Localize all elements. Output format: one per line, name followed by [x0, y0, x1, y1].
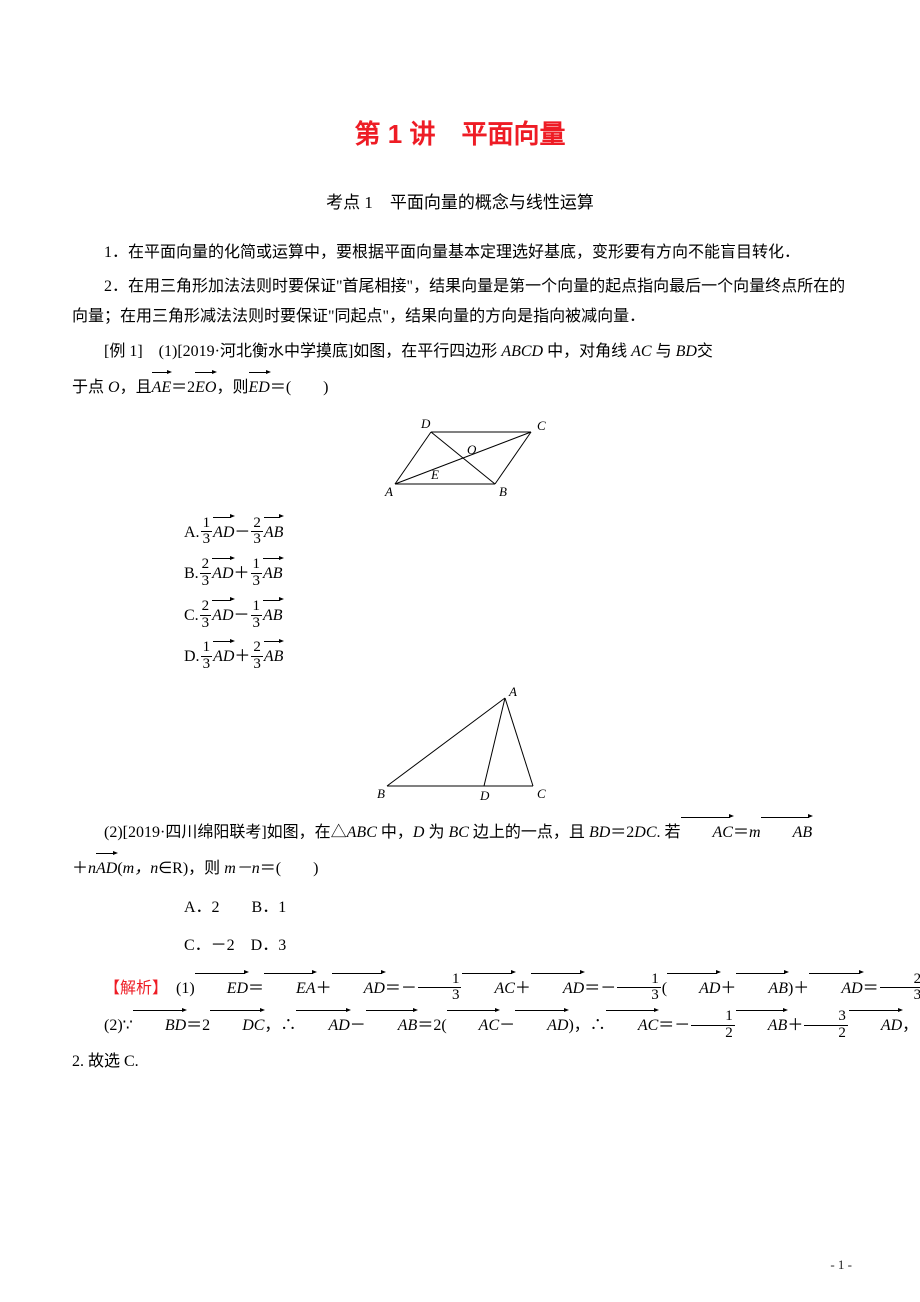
figure-parallelogram: A B C D E O	[72, 414, 848, 504]
paragraph-1: 1．在平面向量的化简或运算中，要根据平面向量基本定理选好基底，变形要有方向不能盲…	[72, 238, 848, 268]
example-1-stem-line2: 于点 O，且AE＝2EO，则ED＝( )	[72, 371, 848, 403]
example-2-stem-line1: (2)[2019·四川绵阳联考]如图，在△ABC 中，D 为 BC 边上的一点，…	[72, 816, 848, 848]
svg-text:D: D	[420, 416, 431, 431]
svg-text:B: B	[499, 484, 507, 499]
page-number: - 1 -	[830, 1253, 852, 1278]
solution-line-3: 2. 故选 C.	[72, 1047, 848, 1077]
example-2-stem-line2: ＋nAD(m，n∈R)，则 m－n＝( )	[72, 852, 848, 884]
vec-EO: EO	[195, 371, 216, 403]
option-row-CD: C．－2 D．3	[184, 931, 848, 961]
svg-text:A: A	[508, 684, 517, 699]
svg-text:O: O	[467, 442, 477, 457]
lecture-title: 第 1 讲 平面向量	[72, 110, 848, 159]
svg-text:C: C	[537, 786, 546, 801]
option-B: B.23AD＋13AB	[184, 557, 848, 591]
svg-text:D: D	[479, 788, 490, 803]
figure-triangle: A B C D	[72, 684, 848, 804]
option-row-AB: A．2 B．1	[184, 893, 848, 923]
options-block-1: A.13AD－23AB B.23AD＋13AB C.23AD－13AB D.13…	[184, 516, 848, 674]
options-block-2: A．2 B．1 C．－2 D．3	[184, 893, 848, 962]
vec-ED: ED	[249, 371, 270, 403]
svg-text:E: E	[430, 467, 439, 482]
solution-line-2: (2)∵BD＝2DC，∴AD－AB＝2(AC－AD)，∴AC＝－12AB＋32A…	[72, 1009, 848, 1043]
vec-AE: AE	[152, 371, 172, 403]
option-D: D.13AD＋23AB	[184, 640, 848, 674]
paragraph-2: 2．在用三角形加法法则时要保证"首尾相接"，结果向量是第一个向量的起点指向最后一…	[72, 272, 848, 333]
topic-subtitle: 考点 1 平面向量的概念与线性运算	[72, 187, 848, 219]
solution-label: 【解析】	[104, 980, 160, 997]
svg-text:A: A	[384, 484, 393, 499]
solution-line-1: 【解析】 (1)ED＝EA＋AD＝－13AC＋AD＝－13(AD＋AB)＋AD＝…	[72, 972, 848, 1006]
svg-text:C: C	[537, 418, 546, 433]
example-1-stem-line1: [例 1] (1)[2019·河北衡水中学摸底]如图，在平行四边形 ABCD 中…	[72, 337, 848, 367]
option-C: C.23AD－13AB	[184, 599, 848, 633]
option-A: A.13AD－23AB	[184, 516, 848, 550]
svg-text:B: B	[377, 786, 385, 801]
